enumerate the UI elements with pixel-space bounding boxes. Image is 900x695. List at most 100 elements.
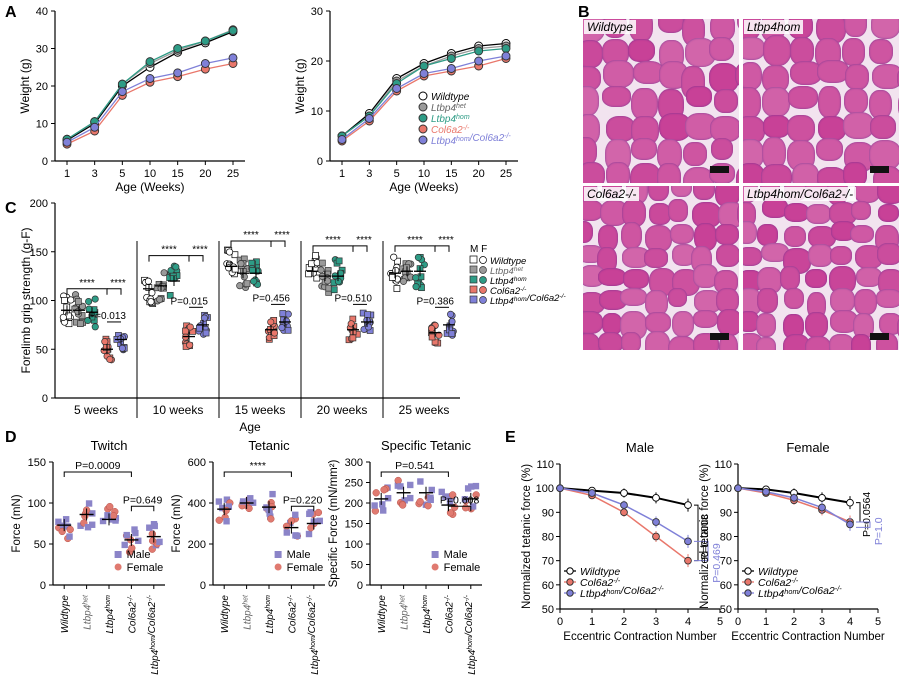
y-tick-label: 70: [542, 556, 554, 568]
significance-bracket: [189, 255, 204, 262]
muscle-fiber: [761, 164, 792, 183]
legend-label-female: Female: [127, 562, 164, 574]
data-point-het: [74, 308, 82, 316]
data-point-hom: [85, 297, 93, 306]
histology-label-col6: Col6a2-/-: [584, 187, 640, 201]
legend-marker-wildtype: [744, 567, 752, 575]
data-point-wildtype: [308, 260, 315, 268]
annotation-p-value: ****: [250, 460, 266, 472]
y-tick-label: 200: [30, 198, 48, 210]
muscle-fiber: [743, 87, 762, 119]
significance-bracket: [63, 471, 132, 477]
data-point-col6: [267, 318, 275, 326]
data-point-male: [89, 510, 96, 517]
data-point-male: [469, 503, 477, 510]
muscle-fiber: [737, 201, 739, 227]
label-superscript: hom: [422, 595, 429, 609]
y-axis-label: Normalized tetanic force (%): [699, 464, 711, 609]
x-tick-label-wildtype: Wildtype: [377, 595, 388, 634]
data-point-male: [146, 524, 153, 531]
muscle-fiber: [743, 201, 757, 227]
muscle-fiber: [715, 223, 739, 246]
muscle-fiber: [682, 167, 715, 183]
muscle-fiber: [743, 162, 765, 183]
panel-letter-C: C: [5, 200, 17, 217]
data-point-wildtype: [818, 493, 826, 502]
y-axis-label: Weight (g): [18, 58, 32, 113]
x-tick-label: 20: [473, 168, 485, 180]
data-point-female: [307, 524, 315, 532]
data-point-col6: [349, 334, 357, 342]
label-part: Col6a2: [147, 601, 158, 633]
x-tick-label-col6: Col6a2-/-: [127, 594, 138, 633]
x-tick-label-col6: Col6a2-/-: [287, 594, 298, 633]
muscle-fiber: [645, 311, 672, 333]
data-point-male: [77, 522, 84, 529]
data-point-wildtype: [144, 277, 152, 285]
label-part: Wildtype: [431, 92, 470, 103]
muscle-fiber: [868, 139, 899, 170]
data-point-hom: [414, 253, 422, 261]
muscle-fiber: [829, 246, 852, 266]
muscle-fiber: [850, 224, 875, 244]
legend-label-col6: Col6a2-/-: [580, 576, 621, 589]
label-part: /: [147, 632, 158, 637]
data-point-dko: [202, 329, 210, 337]
x-tick-label: 15: [445, 168, 457, 180]
data-point-col6: [106, 355, 114, 363]
legend-label-dko: Ltbp4hom/Col6a2-/-: [580, 584, 664, 600]
muscle-fiber: [629, 163, 661, 183]
legend-label-col6: Col6a2-/-: [758, 576, 799, 589]
legend-label-wildtype: Wildtype: [580, 566, 620, 578]
muscle-fiber: [756, 336, 777, 350]
label-superscript: hom: [310, 636, 317, 650]
muscle-fiber: [583, 332, 601, 350]
muscle-fiber: [622, 247, 651, 268]
data-point-female: [267, 515, 275, 523]
data-point-male: [283, 529, 290, 536]
x-tick-label-het: Ltbp4het: [83, 594, 94, 630]
legend-marker-col6: [418, 124, 428, 134]
muscle-fiber: [619, 287, 648, 307]
data-point-hom: [419, 61, 429, 71]
x-tick-label: 20: [199, 168, 211, 180]
significance-stars: ****: [274, 230, 290, 241]
label-part: Ltbp4: [431, 136, 456, 147]
data-point-dko: [734, 484, 742, 493]
p-bracket: [856, 502, 861, 523]
label-part: Ltbp4: [490, 296, 514, 307]
muscle-fiber: [761, 87, 791, 117]
muscle-fiber: [870, 19, 899, 39]
muscle-fiber: [783, 203, 809, 222]
data-point-dko: [501, 51, 511, 61]
data-point-dko: [474, 56, 484, 66]
x-tick-label: 5: [717, 616, 723, 628]
data-point-male: [135, 537, 142, 544]
y-axis-label: Force (mN): [171, 494, 183, 552]
label-part: Col6a2: [127, 601, 138, 633]
y-tick-label: 60: [720, 580, 732, 592]
muscle-fiber: [685, 85, 712, 107]
data-point-col6: [428, 333, 436, 341]
muscle-fiber: [683, 141, 708, 167]
significance-stars: ****: [161, 245, 177, 256]
data-point-col6: [102, 344, 110, 351]
legend-label-male: Male: [127, 549, 151, 561]
y-tick-label: 50: [542, 604, 554, 616]
muscle-fiber: [645, 290, 669, 316]
y-tick-label: 30: [311, 6, 323, 18]
muscle-fiber: [583, 113, 600, 145]
muscle-fiber: [877, 186, 899, 205]
muscle-fiber: [789, 60, 823, 86]
muscle-fiber: [896, 65, 899, 91]
label-part: Ltbp4: [83, 604, 94, 629]
legend-mf-header: M F: [470, 244, 487, 255]
label-superscript: hom: [150, 636, 157, 650]
y-tick-label: 110: [536, 459, 554, 471]
muscle-fiber: [716, 309, 739, 337]
muscle-fiber: [780, 265, 801, 290]
muscle-fiber: [583, 200, 603, 221]
muscle-fiber: [843, 19, 868, 37]
muscle-fiber: [658, 19, 684, 34]
data-point-dko: [200, 59, 210, 68]
